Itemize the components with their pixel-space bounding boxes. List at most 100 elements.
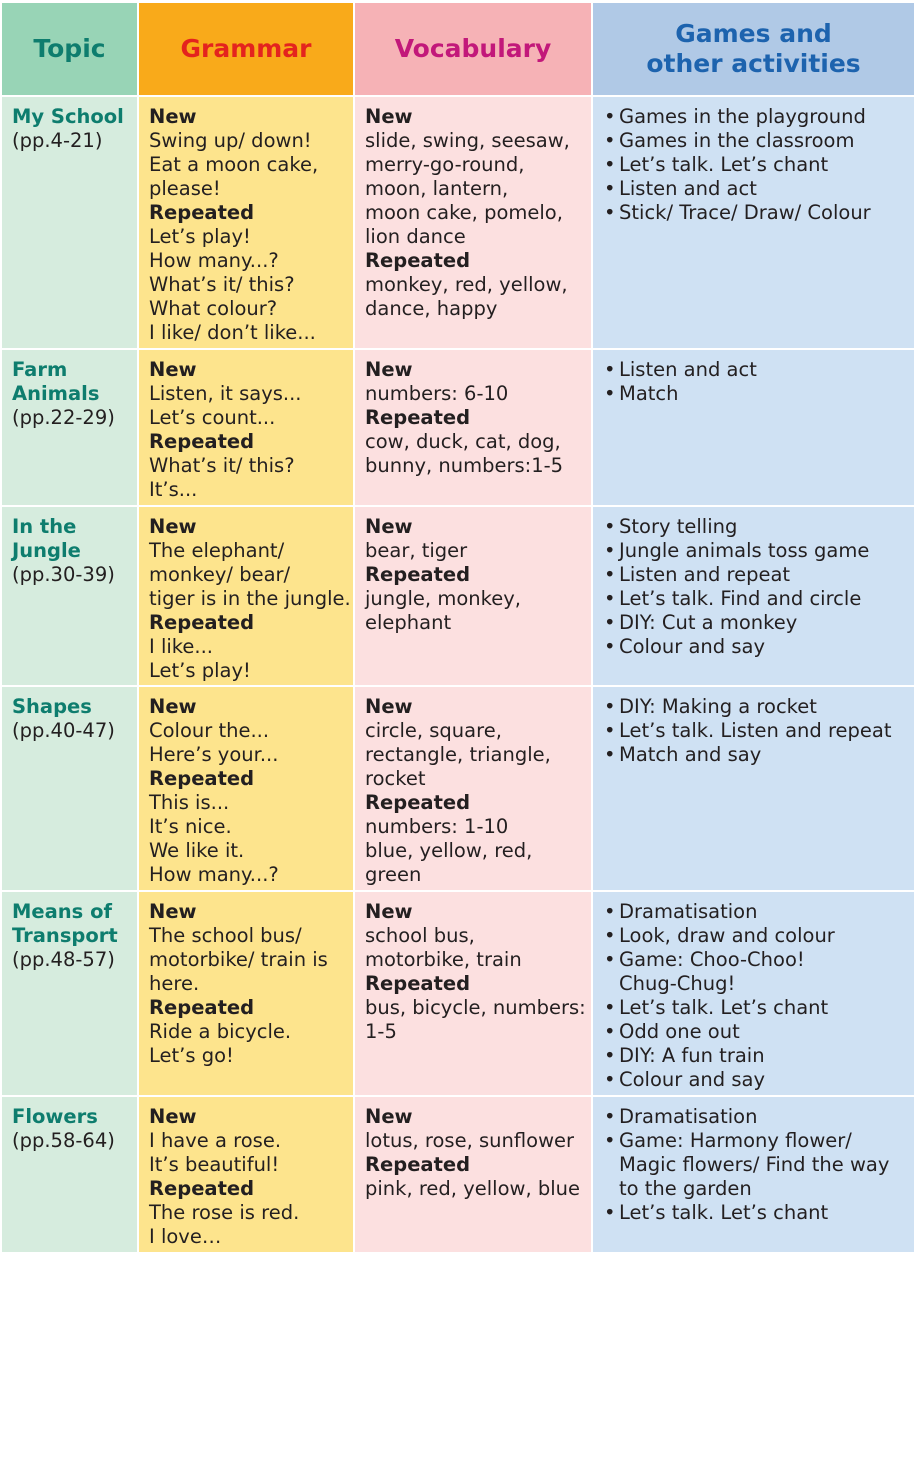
games-cell: DIY: Making a rocketLet’s talk. Listen a…: [593, 687, 914, 890]
vocabulary-line: motorbike, train: [365, 948, 522, 971]
grammar-line: monkey/ bear/: [149, 563, 291, 586]
activity-line: DIY: A fun train: [619, 1044, 765, 1067]
activity-line: Game: Choo-Choo!: [619, 948, 805, 971]
activity-line: Let’s talk. Find and circle: [619, 587, 862, 610]
activity-item: Stick/ Trace/ Draw/ Colour: [603, 201, 906, 225]
vocabulary-cell: New slide, swing, seesaw, merry-go-round, m…: [355, 97, 591, 348]
vocabulary-label: New: [365, 695, 413, 718]
activity-list: Listen and actMatch: [603, 358, 906, 406]
vocabulary-line: moon cake, pomelo,: [365, 201, 563, 224]
activity-item: Game: Choo-Choo!Chug-Chug!: [603, 948, 906, 996]
topic-cell: In the Jungle (pp.30-39): [2, 507, 137, 685]
topic-title: Transport: [12, 924, 118, 947]
grammar-label: Repeated: [149, 767, 255, 790]
grammar-line: motorbike/ train is: [149, 948, 328, 971]
grammar-label: Repeated: [149, 996, 255, 1019]
activity-list: Story tellingJungle animals toss gameLis…: [603, 515, 906, 659]
vocabulary-line: dance, happy: [365, 297, 498, 320]
activity-line: DIY: Making a rocket: [619, 695, 817, 718]
vocabulary-header-text: Vocabulary: [395, 34, 552, 64]
topic-title: In the: [12, 515, 77, 538]
topic-cell: Shapes (pp.40-47): [2, 687, 137, 890]
topic-title: Jungle: [12, 539, 81, 562]
grammar-header-line: Grammar: [180, 34, 312, 63]
grammar-line: The school bus/: [149, 924, 302, 947]
vocabulary-label: Repeated: [365, 972, 471, 995]
vocabulary-line: blue, yellow, red,: [365, 839, 533, 862]
page-range: (pp.58-64): [12, 1129, 115, 1152]
vocabulary-cell: New school bus, motorbike, train Repeated bu…: [355, 892, 591, 1095]
grammar-label: New: [149, 105, 197, 128]
vocabulary-line: elephant: [365, 611, 452, 634]
games-header-text: Games and other activities: [646, 19, 860, 79]
grammar-line: here.: [149, 972, 200, 995]
activity-item: Dramatisation: [603, 1105, 906, 1129]
activity-line: Match: [619, 382, 679, 405]
grammar-line: Let’s count...: [149, 406, 276, 429]
grammar-line: We like it.: [149, 839, 245, 862]
vocabulary-cell: New lotus, rose, sunflower Repeated pink, r…: [355, 1097, 591, 1252]
grammar-line: please!: [149, 177, 221, 200]
grammar-line: It’s nice.: [149, 815, 232, 838]
topic-title: Shapes: [12, 695, 92, 718]
vocabulary-header: Vocabulary: [355, 3, 591, 95]
grammar-line: I like...: [149, 635, 213, 658]
games-header: Games and other activities: [593, 3, 914, 95]
vocabulary-line: numbers: 1-10: [365, 815, 509, 838]
activity-item: Let’s talk. Let’s chant: [603, 1201, 906, 1225]
activity-item: DIY: A fun train: [603, 1044, 906, 1068]
grammar-line: tiger is in the jungle.: [149, 587, 351, 610]
activity-line: Let’s talk. Listen and repeat: [619, 719, 892, 742]
grammar-cell: New Listen, it says... Let’s count... Repea…: [139, 350, 353, 505]
grammar-cell: New The school bus/motorbike/ train is her…: [139, 892, 353, 1095]
topic-header: Topic: [2, 3, 137, 95]
vocabulary-line: merry-go-round,: [365, 153, 525, 176]
activity-item: Match: [603, 382, 906, 406]
vocabulary-line: rocket: [365, 767, 426, 790]
activity-item: Let’s talk. Let’s chant: [603, 153, 906, 177]
grammar-line: The rose is red.: [149, 1201, 300, 1224]
vocabulary-line: green: [365, 863, 422, 886]
vocabulary-cell: New numbers: 6-10 Repeated cow, duck, cat, …: [355, 350, 591, 505]
topic-title: Flowers: [12, 1105, 98, 1128]
grammar-line: How many...?: [149, 249, 279, 272]
grammar-header: Grammar: [139, 3, 353, 95]
games-cell: Story tellingJungle animals toss gameLis…: [593, 507, 914, 685]
grammar-cell: New Colour the... Here’s your... Repeated Th…: [139, 687, 353, 890]
activity-list: DramatisationGame: Harmony flower/Magic …: [603, 1105, 906, 1225]
activity-item: Let’s talk. Listen and repeat: [603, 719, 906, 743]
grammar-line: I like/ don’t like...: [149, 321, 316, 344]
vocabulary-line: slide, swing, seesaw,: [365, 129, 570, 152]
activity-item: Let’s talk. Let’s chant: [603, 996, 906, 1020]
activity-line: Story telling: [619, 515, 738, 538]
vocabulary-label: New: [365, 358, 413, 381]
grammar-label: Repeated: [149, 430, 255, 453]
page-range: (pp.4-21): [12, 129, 103, 152]
grammar-label: New: [149, 900, 197, 923]
activity-item: Jungle animals toss game: [603, 539, 906, 563]
grammar-label: New: [149, 358, 197, 381]
activity-line: Let’s talk. Let’s chant: [619, 1201, 829, 1224]
grammar-label: Repeated: [149, 611, 255, 634]
vocabulary-line: rectangle, triangle,: [365, 743, 551, 766]
grammar-line: I have a rose.: [149, 1129, 282, 1152]
syllabus-table: Topic Grammar Vocabulary Games and other act…: [2, 3, 914, 1252]
vocabulary-line: cow, duck, cat, dog,: [365, 430, 561, 453]
activity-item: DIY: Making a rocket: [603, 695, 906, 719]
vocabulary-line: monkey, red, yellow,: [365, 273, 568, 296]
games-header-line: other activities: [646, 49, 861, 78]
activity-line: Listen and act: [619, 177, 757, 200]
grammar-line: What’s it/ this?: [149, 454, 295, 477]
grammar-cell: New Swing up/ down! Eat a moon cake, please…: [139, 97, 353, 348]
activity-item: Colour and say: [603, 1068, 906, 1092]
activity-line: Look, draw and colour: [619, 924, 835, 947]
vocabulary-line: bear, tiger: [365, 539, 468, 562]
activity-item: Game: Harmony flower/Magic flowers/ Find…: [603, 1129, 906, 1201]
games-cell: DramatisationGame: Harmony flower/Magic …: [593, 1097, 914, 1252]
activity-item: Dramatisation: [603, 900, 906, 924]
grammar-line: What’s it/ this?: [149, 273, 295, 296]
grammar-line: It’s...: [149, 478, 198, 501]
topic-title: Animals: [12, 382, 100, 405]
vocabulary-label: New: [365, 900, 413, 923]
grammar-line: Eat a moon cake,: [149, 153, 319, 176]
